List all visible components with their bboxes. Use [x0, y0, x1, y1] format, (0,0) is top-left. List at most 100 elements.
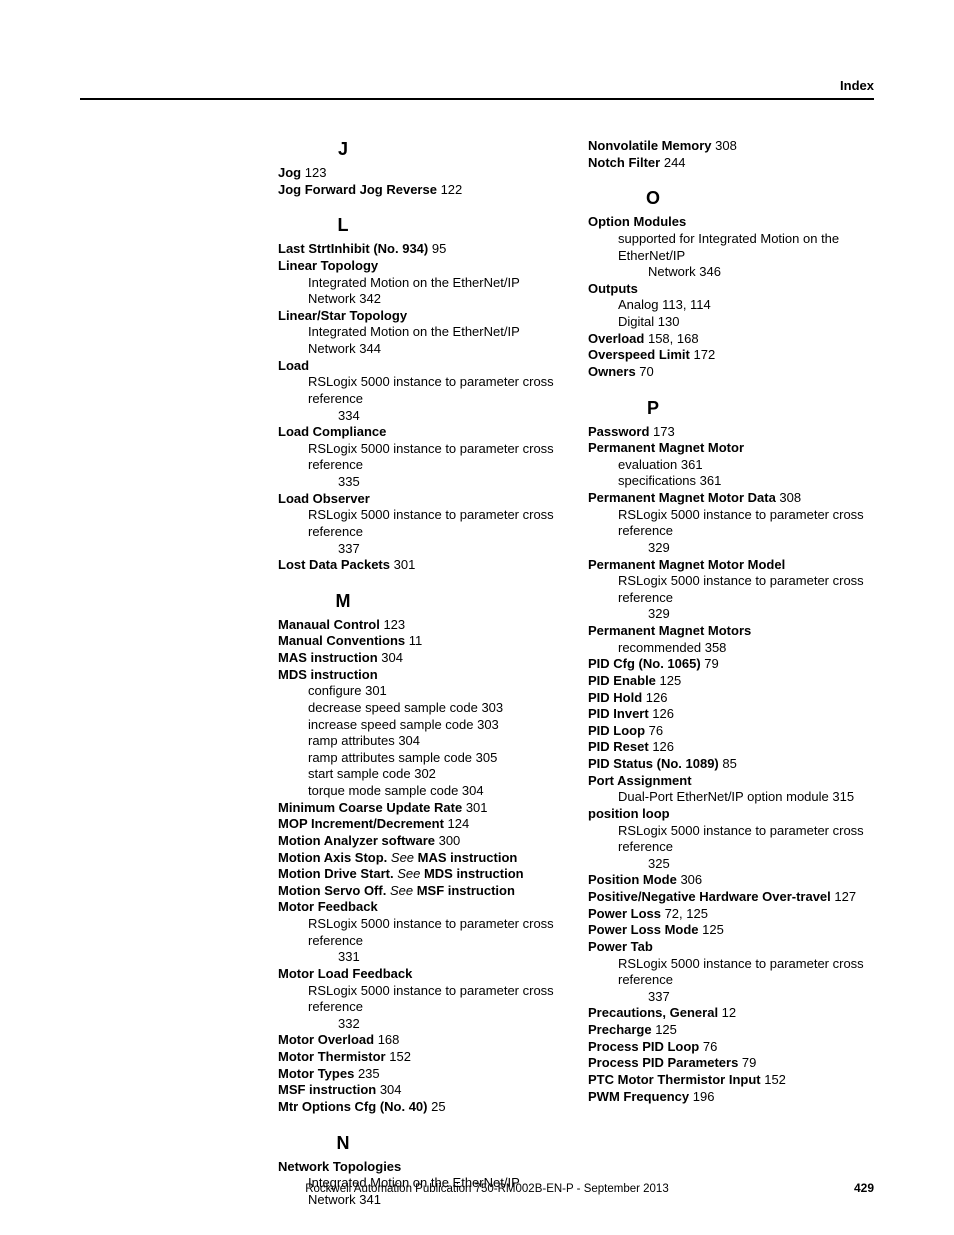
entry-pos-neg-hw: Positive/Negative Hardware Over-travel 1… [588, 889, 874, 906]
subentry-cont: 325 [588, 856, 874, 873]
footer-publication: Rockwell Automation Publication 750-RM00… [120, 1183, 854, 1195]
entry-manual-conventions: Manual Conventions 11 [278, 633, 564, 650]
pages: 168 [374, 1032, 399, 1047]
term: PID Enable [588, 673, 656, 688]
entry-overload: Overload 158, 168 [588, 331, 874, 348]
term: Motion Axis Stop. [278, 850, 387, 865]
pages: 158, 168 [644, 331, 698, 346]
entry-jog: Jog 123 [278, 165, 564, 182]
subentry: RSLogix 5000 instance to parameter cross… [278, 983, 564, 1016]
term: Motor Load Feedback [278, 966, 412, 981]
term: Power Tab [588, 939, 653, 954]
see-ref: MDS instruction [420, 866, 523, 881]
entry-position-loop: position loop [588, 806, 874, 823]
pages: 70 [636, 364, 654, 379]
subentry: recommended 358 [588, 640, 874, 657]
see: See [386, 883, 413, 898]
entry-motor-load-feedback: Motor Load Feedback [278, 966, 564, 983]
term: Network Topologies [278, 1159, 401, 1174]
subentry-cont: 329 [588, 540, 874, 557]
pages: 126 [649, 706, 674, 721]
entry-pmms: Permanent Magnet Motors [588, 623, 874, 640]
entry-network-topologies: Network Topologies [278, 1159, 564, 1176]
entry-ptc: PTC Motor Thermistor Input 152 [588, 1072, 874, 1089]
pages: 25 [428, 1099, 446, 1114]
entry-motion-drive-start: Motion Drive Start. See MDS instruction [278, 866, 564, 883]
pages: 11 [405, 633, 422, 648]
entry-pwm: PWM Frequency 196 [588, 1089, 874, 1106]
subentry: supported for Integrated Motion on the E… [588, 231, 874, 264]
entry-min-coarse: Minimum Coarse Update Rate 301 [278, 800, 564, 817]
pages: 308 [776, 490, 801, 505]
term: Load Compliance [278, 424, 386, 439]
entry-password: Password 173 [588, 424, 874, 441]
entry-notch-filter: Notch Filter 244 [588, 155, 874, 172]
term: Permanent Magnet Motors [588, 623, 751, 638]
subentry: RSLogix 5000 instance to parameter cross… [588, 956, 874, 989]
subentry: RSLogix 5000 instance to parameter cross… [278, 441, 564, 474]
term: Load [278, 358, 309, 373]
subentry-cont: 335 [278, 474, 564, 491]
pages: 72, 125 [661, 906, 708, 921]
entry-nonvolatile-memory: Nonvolatile Memory 308 [588, 138, 874, 155]
term: Precautions, General [588, 1005, 718, 1020]
entry-jog-fwd: Jog Forward Jog Reverse 122 [278, 182, 564, 199]
entry-motor-feedback: Motor Feedback [278, 899, 564, 916]
entry-process-pid-loop: Process PID Loop 76 [588, 1039, 874, 1056]
subentry: RSLogix 5000 instance to parameter cross… [278, 916, 564, 949]
see-ref: MSF instruction [413, 883, 515, 898]
entry-power-tab: Power Tab [588, 939, 874, 956]
entry-mop: MOP Increment/Decrement 124 [278, 816, 564, 833]
pages: 126 [649, 739, 674, 754]
entry-pid-enable: PID Enable 125 [588, 673, 874, 690]
term: Lost Data Packets [278, 557, 390, 572]
entry-pid-reset: PID Reset 126 [588, 739, 874, 756]
term: Permanent Magnet Motor Model [588, 557, 785, 572]
pages: 235 [354, 1066, 379, 1081]
entry-motor-types: Motor Types 235 [278, 1066, 564, 1083]
term: Motor Feedback [278, 899, 378, 914]
pages: 196 [689, 1089, 714, 1104]
pages: 125 [652, 1022, 677, 1037]
entry-load-compliance: Load Compliance [278, 424, 564, 441]
term: Motion Servo Off. [278, 883, 386, 898]
term: Motor Types [278, 1066, 354, 1081]
entry-linear-star: Linear/Star Topology [278, 308, 564, 325]
subentry-cont: 337 [278, 541, 564, 558]
term: Manual Conventions [278, 633, 405, 648]
section-letter-n: N [278, 1132, 408, 1155]
subentry: increase speed sample code 303 [278, 717, 564, 734]
section-letter-o: O [588, 187, 718, 210]
term: Last StrtInhibit (No. 934) [278, 241, 428, 256]
pages: 95 [428, 241, 446, 256]
term: Load Observer [278, 491, 370, 506]
entry-overspeed: Overspeed Limit 172 [588, 347, 874, 364]
entry-owners: Owners 70 [588, 364, 874, 381]
entry-option-modules: Option Modules [588, 214, 874, 231]
subentry-cont: 331 [278, 949, 564, 966]
subentry: ramp attributes sample code 305 [278, 750, 564, 767]
subentry: Analog 113, 114 [588, 297, 874, 314]
term: PID Reset [588, 739, 649, 754]
term: Option Modules [588, 214, 686, 229]
subentry-cont: 334 [278, 408, 564, 425]
term: Power Loss Mode [588, 922, 699, 937]
pages: 79 [701, 656, 719, 671]
left-column: J Jog 123 Jog Forward Jog Reverse 122 L … [278, 138, 564, 1209]
term: Port Assignment [588, 773, 692, 788]
term: Permanent Magnet Motor [588, 440, 744, 455]
index-columns: J Jog 123 Jog Forward Jog Reverse 122 L … [278, 138, 874, 1209]
entry-pmm-data: Permanent Magnet Motor Data 308 [588, 490, 874, 507]
subentry-cont: Network 346 [588, 264, 874, 281]
entry-pid-loop: PID Loop 76 [588, 723, 874, 740]
entry-pid-hold: PID Hold 126 [588, 690, 874, 707]
term: Overload [588, 331, 644, 346]
subentry: specifications 361 [588, 473, 874, 490]
term: PTC Motor Thermistor Input [588, 1072, 761, 1087]
pages: 123 [380, 617, 405, 632]
footer-page-number: 429 [854, 1181, 874, 1195]
pages: 124 [444, 816, 469, 831]
section-letter-p: P [588, 397, 718, 420]
term: MOP Increment/Decrement [278, 816, 444, 831]
subentry: RSLogix 5000 instance to parameter cross… [588, 823, 874, 856]
